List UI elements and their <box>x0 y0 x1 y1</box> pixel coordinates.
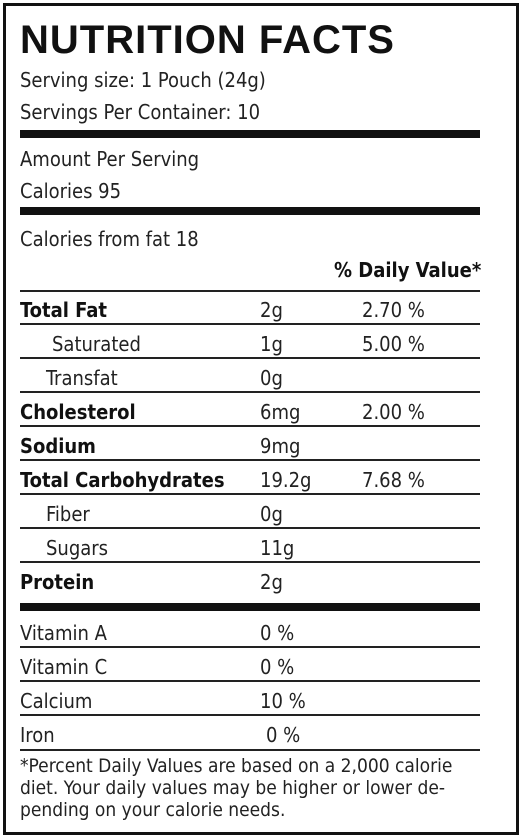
vitamin-amount: 0 % <box>260 655 295 679</box>
nutrient-dv: 2.00 % <box>362 400 425 424</box>
rule <box>20 646 480 648</box>
vitamin-amount: 0 % <box>260 621 295 645</box>
rule <box>20 493 480 495</box>
nutrient-amount: 0g <box>260 502 283 526</box>
rule <box>20 749 480 751</box>
nutrient-amount: 11g <box>260 536 295 560</box>
calories-from-fat: Calories from fat 18 <box>20 227 199 251</box>
vitamin-amount: 0 % <box>266 723 301 747</box>
nutrient-name: Sodium <box>20 434 96 458</box>
nutrient-name: Cholesterol <box>20 400 136 424</box>
rule <box>20 290 480 292</box>
rule <box>20 561 480 563</box>
nutrient-amount: 6mg <box>260 400 301 424</box>
nutrient-name: Sugars <box>46 536 109 560</box>
rule <box>20 357 480 359</box>
nutrient-name: Fiber <box>46 502 90 526</box>
thick-bar <box>20 603 480 611</box>
vitamin-name: Vitamin A <box>20 621 107 645</box>
rule <box>20 323 480 325</box>
footnote-line: *Percent Daily Values are based on a 2,0… <box>20 755 453 777</box>
nutrient-dv: 5.00 % <box>362 332 425 356</box>
amount-label: Amount Per Serving <box>20 147 200 171</box>
calories: Calories 95 <box>20 179 122 203</box>
servings-per-container: Servings Per Container: 10 <box>20 100 261 124</box>
rule <box>20 714 480 716</box>
thick-bar <box>20 207 480 215</box>
nutrient-amount: 0g <box>260 366 283 390</box>
vitamin-name: Calcium <box>20 689 93 713</box>
frame <box>3 3 519 835</box>
rule <box>20 459 480 461</box>
nutrient-amount: 9mg <box>260 434 301 458</box>
vitamin-name: Vitamin C <box>20 655 108 679</box>
nutrient-name: Total Carbohydrates <box>20 468 225 492</box>
vitamin-name: Iron <box>20 723 55 747</box>
nutrient-name: Total Fat <box>20 298 108 322</box>
serving-size: Serving size: 1 Pouch (24g) <box>20 68 266 92</box>
rule <box>20 391 480 393</box>
rule <box>20 680 480 682</box>
nutrient-name: Transfat <box>46 366 118 390</box>
nutrient-dv: 2.70 % <box>362 298 425 322</box>
rule <box>20 527 480 529</box>
nutrient-amount: 1g <box>260 332 283 356</box>
footnote-line: pending on your calorie needs. <box>20 799 286 821</box>
thick-bar <box>20 130 480 138</box>
rule <box>20 425 480 427</box>
nutrient-amount: 2g <box>260 298 283 322</box>
nutrient-name: Protein <box>20 570 95 594</box>
nutrient-dv: 7.68 % <box>362 468 425 492</box>
nutrient-amount: 2g <box>260 570 283 594</box>
vitamin-amount: 10 % <box>260 689 306 713</box>
nutrient-amount: 19.2g <box>260 468 312 492</box>
nutrient-name: Saturated <box>52 332 141 356</box>
footnote-line: diet. Your daily values may be higher or… <box>20 777 446 799</box>
title: NUTRITION FACTS <box>20 18 395 62</box>
dv-heading: % Daily Value* <box>334 258 482 282</box>
